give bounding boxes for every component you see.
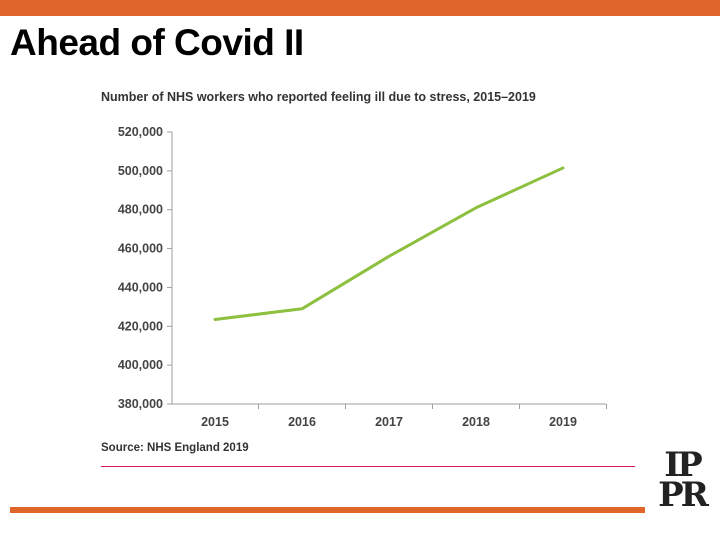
y-tick-label: 400,000 [118,358,163,372]
x-tick-label: 2019 [549,415,577,429]
x-tick-label: 2017 [375,415,403,429]
logo-row-2: PR [658,475,709,515]
x-tick-label: 2015 [201,415,229,429]
y-tick-label: 500,000 [118,164,163,178]
y-tick-label: 480,000 [118,203,163,217]
y-tick-label: 420,000 [118,319,163,333]
x-tick-label: 2016 [288,415,316,429]
y-tick-label: 460,000 [118,242,163,256]
x-axis: 2015 2016 2017 2018 2019 [172,403,607,429]
chart-title: Number of NHS workers who reported feeli… [101,90,536,104]
series-group [213,166,565,321]
line-chart: 380,000 400,000 420,000 440,000 460,000 480,0… [118,125,607,429]
series-line [213,166,565,321]
y-tick-label: 380,000 [118,397,163,411]
y-tick-label: 520,000 [118,125,163,139]
ippr-logo: IP PR [653,445,711,515]
y-axis: 380,000 400,000 420,000 440,000 460,000 480,0… [118,125,173,411]
logo-row-1: IP [664,445,702,485]
y-tick-label: 440,000 [118,280,163,294]
bottom-accent-bar [10,507,645,513]
x-tick-label: 2018 [462,415,490,429]
slide-title: Ahead of Covid II [10,22,304,63]
source-divider [101,466,635,467]
top-accent-bar [0,0,720,16]
source-note: Source: NHS England 2019 [101,442,249,454]
